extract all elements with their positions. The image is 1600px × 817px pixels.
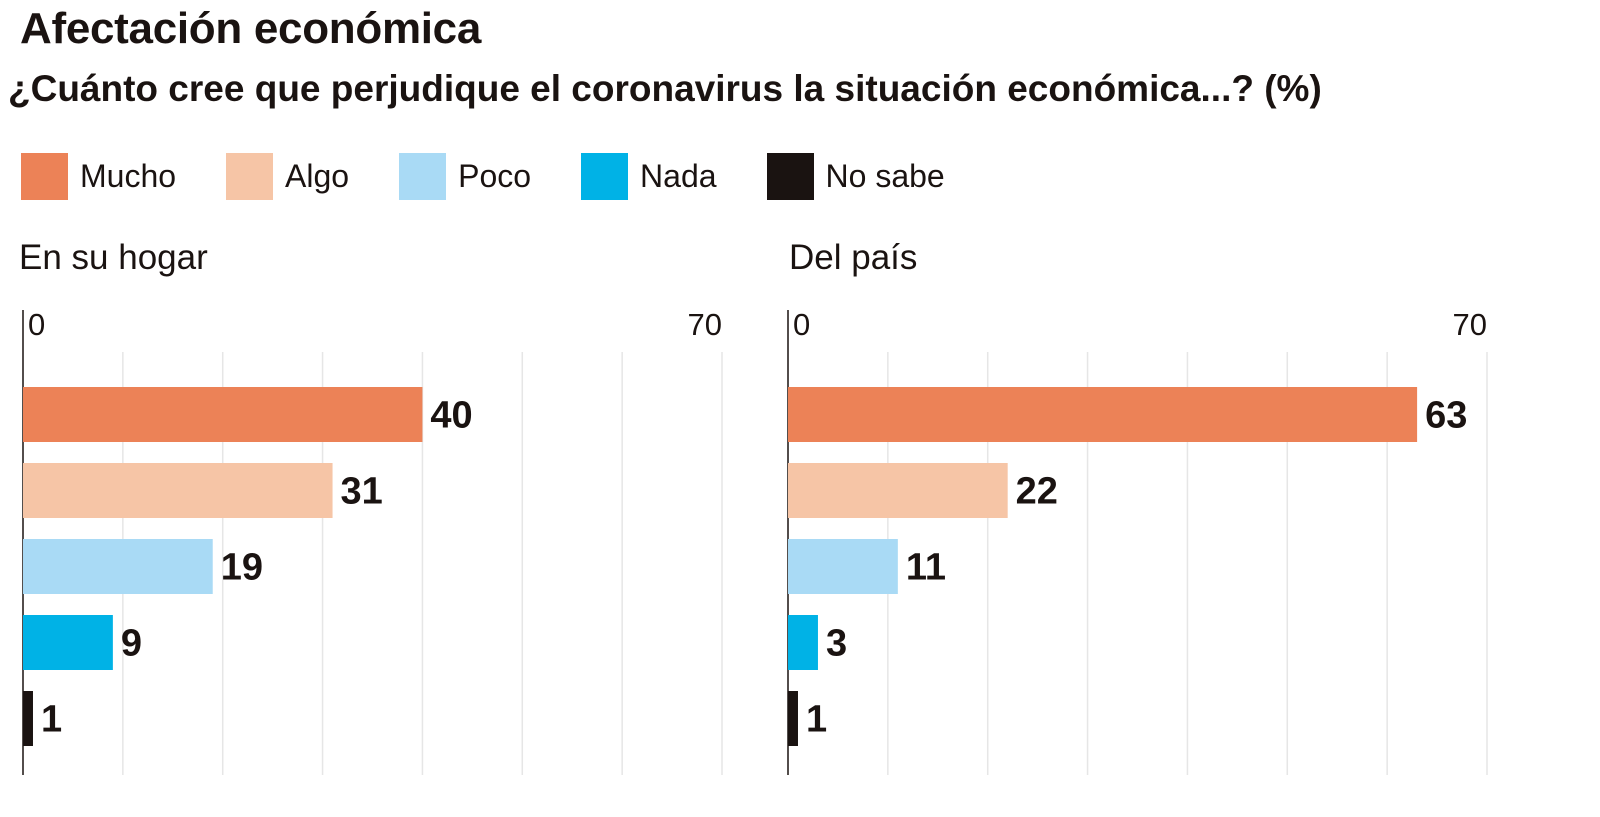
legend-label-nada: Nada [640,157,717,194]
chart-title: Afectación económica [20,4,482,53]
chart-panel-pais: 0 70 63 22 11 3 1 [787,307,1488,775]
value-label-pais-mucho: 63 [1425,395,1467,437]
tick-label-max: 70 [688,307,722,342]
chart-subtitle: ¿Cuánto cree que perjudique el coronavir… [8,68,1322,109]
tick-label-min: 0 [28,307,45,342]
chart-panel-hogar: 0 70 40 31 19 9 1 [22,307,723,775]
legend-label-algo: Algo [285,157,350,194]
value-label-pais-algo: 22 [1016,471,1058,513]
legend-swatch-mucho [21,152,68,200]
bar-pais-nada [788,615,818,670]
legend-label-poco: Poco [458,157,532,194]
bar-hogar-mucho [23,387,423,442]
bar-hogar-nada [23,615,113,670]
bar-pais-mucho [788,387,1418,442]
bar-pais-no-sabe [788,691,798,746]
bar-hogar-no-sabe [23,691,33,746]
value-label-pais-poco: 11 [906,547,946,589]
value-label-hogar-algo: 31 [341,471,383,513]
legend-label-no-sabe: No sabe [825,157,945,194]
legend-item-poco: Poco [399,152,532,200]
legend-item-no-sabe: No sabe [766,152,945,200]
value-label-pais-no-sabe: 1 [806,699,827,741]
value-label-hogar-nada: 9 [121,623,142,665]
value-label-hogar-no-sabe: 1 [41,699,62,741]
legend-swatch-poco [399,152,447,200]
bar-pais-algo [788,463,1008,518]
bar-hogar-algo [23,463,333,518]
legend-item-nada: Nada [581,152,717,200]
value-label-pais-nada: 3 [826,623,847,665]
panel-title-pais: Del país [789,238,918,277]
panel-title-hogar: En su hogar [19,238,208,277]
legend-item-mucho: Mucho [21,152,177,200]
bar-hogar-poco [23,539,213,594]
legend: Mucho Algo Poco Nada No sabe [21,152,995,200]
legend-swatch-algo [226,152,274,200]
tick-label-min: 0 [793,307,810,342]
legend-label-mucho: Mucho [80,157,177,194]
value-label-hogar-poco: 19 [221,547,263,589]
value-label-hogar-mucho: 40 [430,395,472,437]
legend-swatch-nada [581,152,629,200]
legend-item-algo: Algo [226,152,350,200]
tick-label-max: 70 [1453,307,1487,342]
legend-swatch-no-sabe [766,152,814,200]
bar-pais-poco [788,539,898,594]
